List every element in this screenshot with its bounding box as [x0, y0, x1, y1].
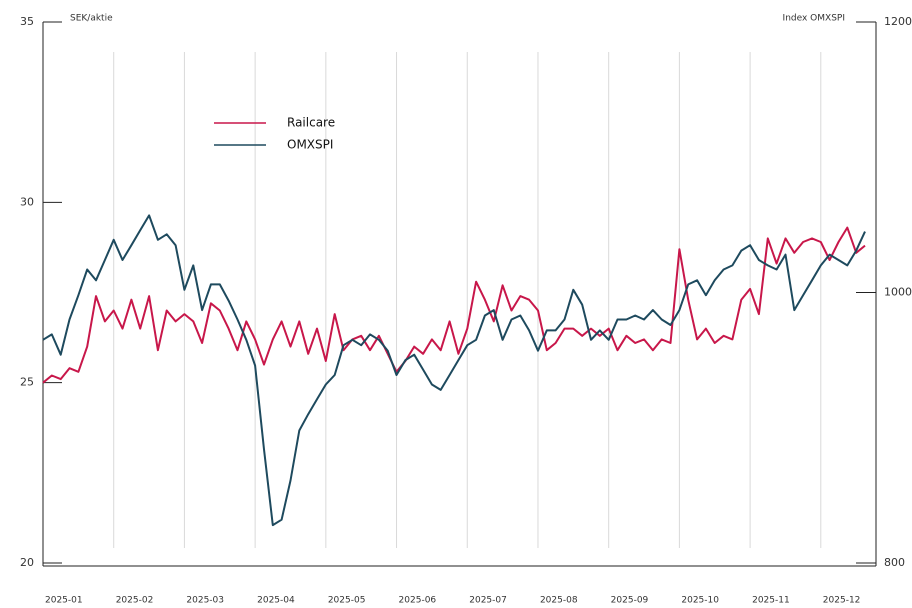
x-tick-label: 2025-10 [681, 596, 719, 606]
y-tick-label: 35 [20, 15, 34, 28]
y2-tick-label: 1000 [884, 286, 912, 299]
x-tick-label: 2025-12 [823, 596, 861, 606]
x-tick-label: 2025-05 [328, 596, 366, 606]
x-tick-label: 2025-02 [116, 596, 154, 606]
y2-tick-label: 800 [884, 556, 905, 569]
x-tick-label: 2025-07 [469, 596, 507, 606]
x-tick-label: 2025-11 [752, 596, 790, 606]
x-tick-label: 2025-01 [45, 596, 83, 606]
legend-label: Railcare [287, 116, 335, 130]
x-tick-label: 2025-09 [611, 596, 649, 606]
legend-label: OMXSPI [287, 138, 333, 152]
y-axis-label: SEK/aktie [70, 14, 113, 24]
series-line [42, 214, 866, 527]
y2-axis-label: Index OMXSPI [783, 14, 845, 24]
x-tick-label: 2025-03 [186, 596, 224, 606]
y-tick-label: 20 [20, 556, 34, 569]
x-tick-label: 2025-04 [257, 596, 295, 606]
y-tick-label: 25 [20, 376, 34, 389]
x-tick-label: 2025-08 [540, 596, 578, 606]
y-tick-label: 30 [20, 195, 34, 208]
y2-tick-label: 1200 [884, 15, 912, 28]
series-line [42, 226, 866, 384]
x-tick-label: 2025-06 [399, 596, 437, 606]
